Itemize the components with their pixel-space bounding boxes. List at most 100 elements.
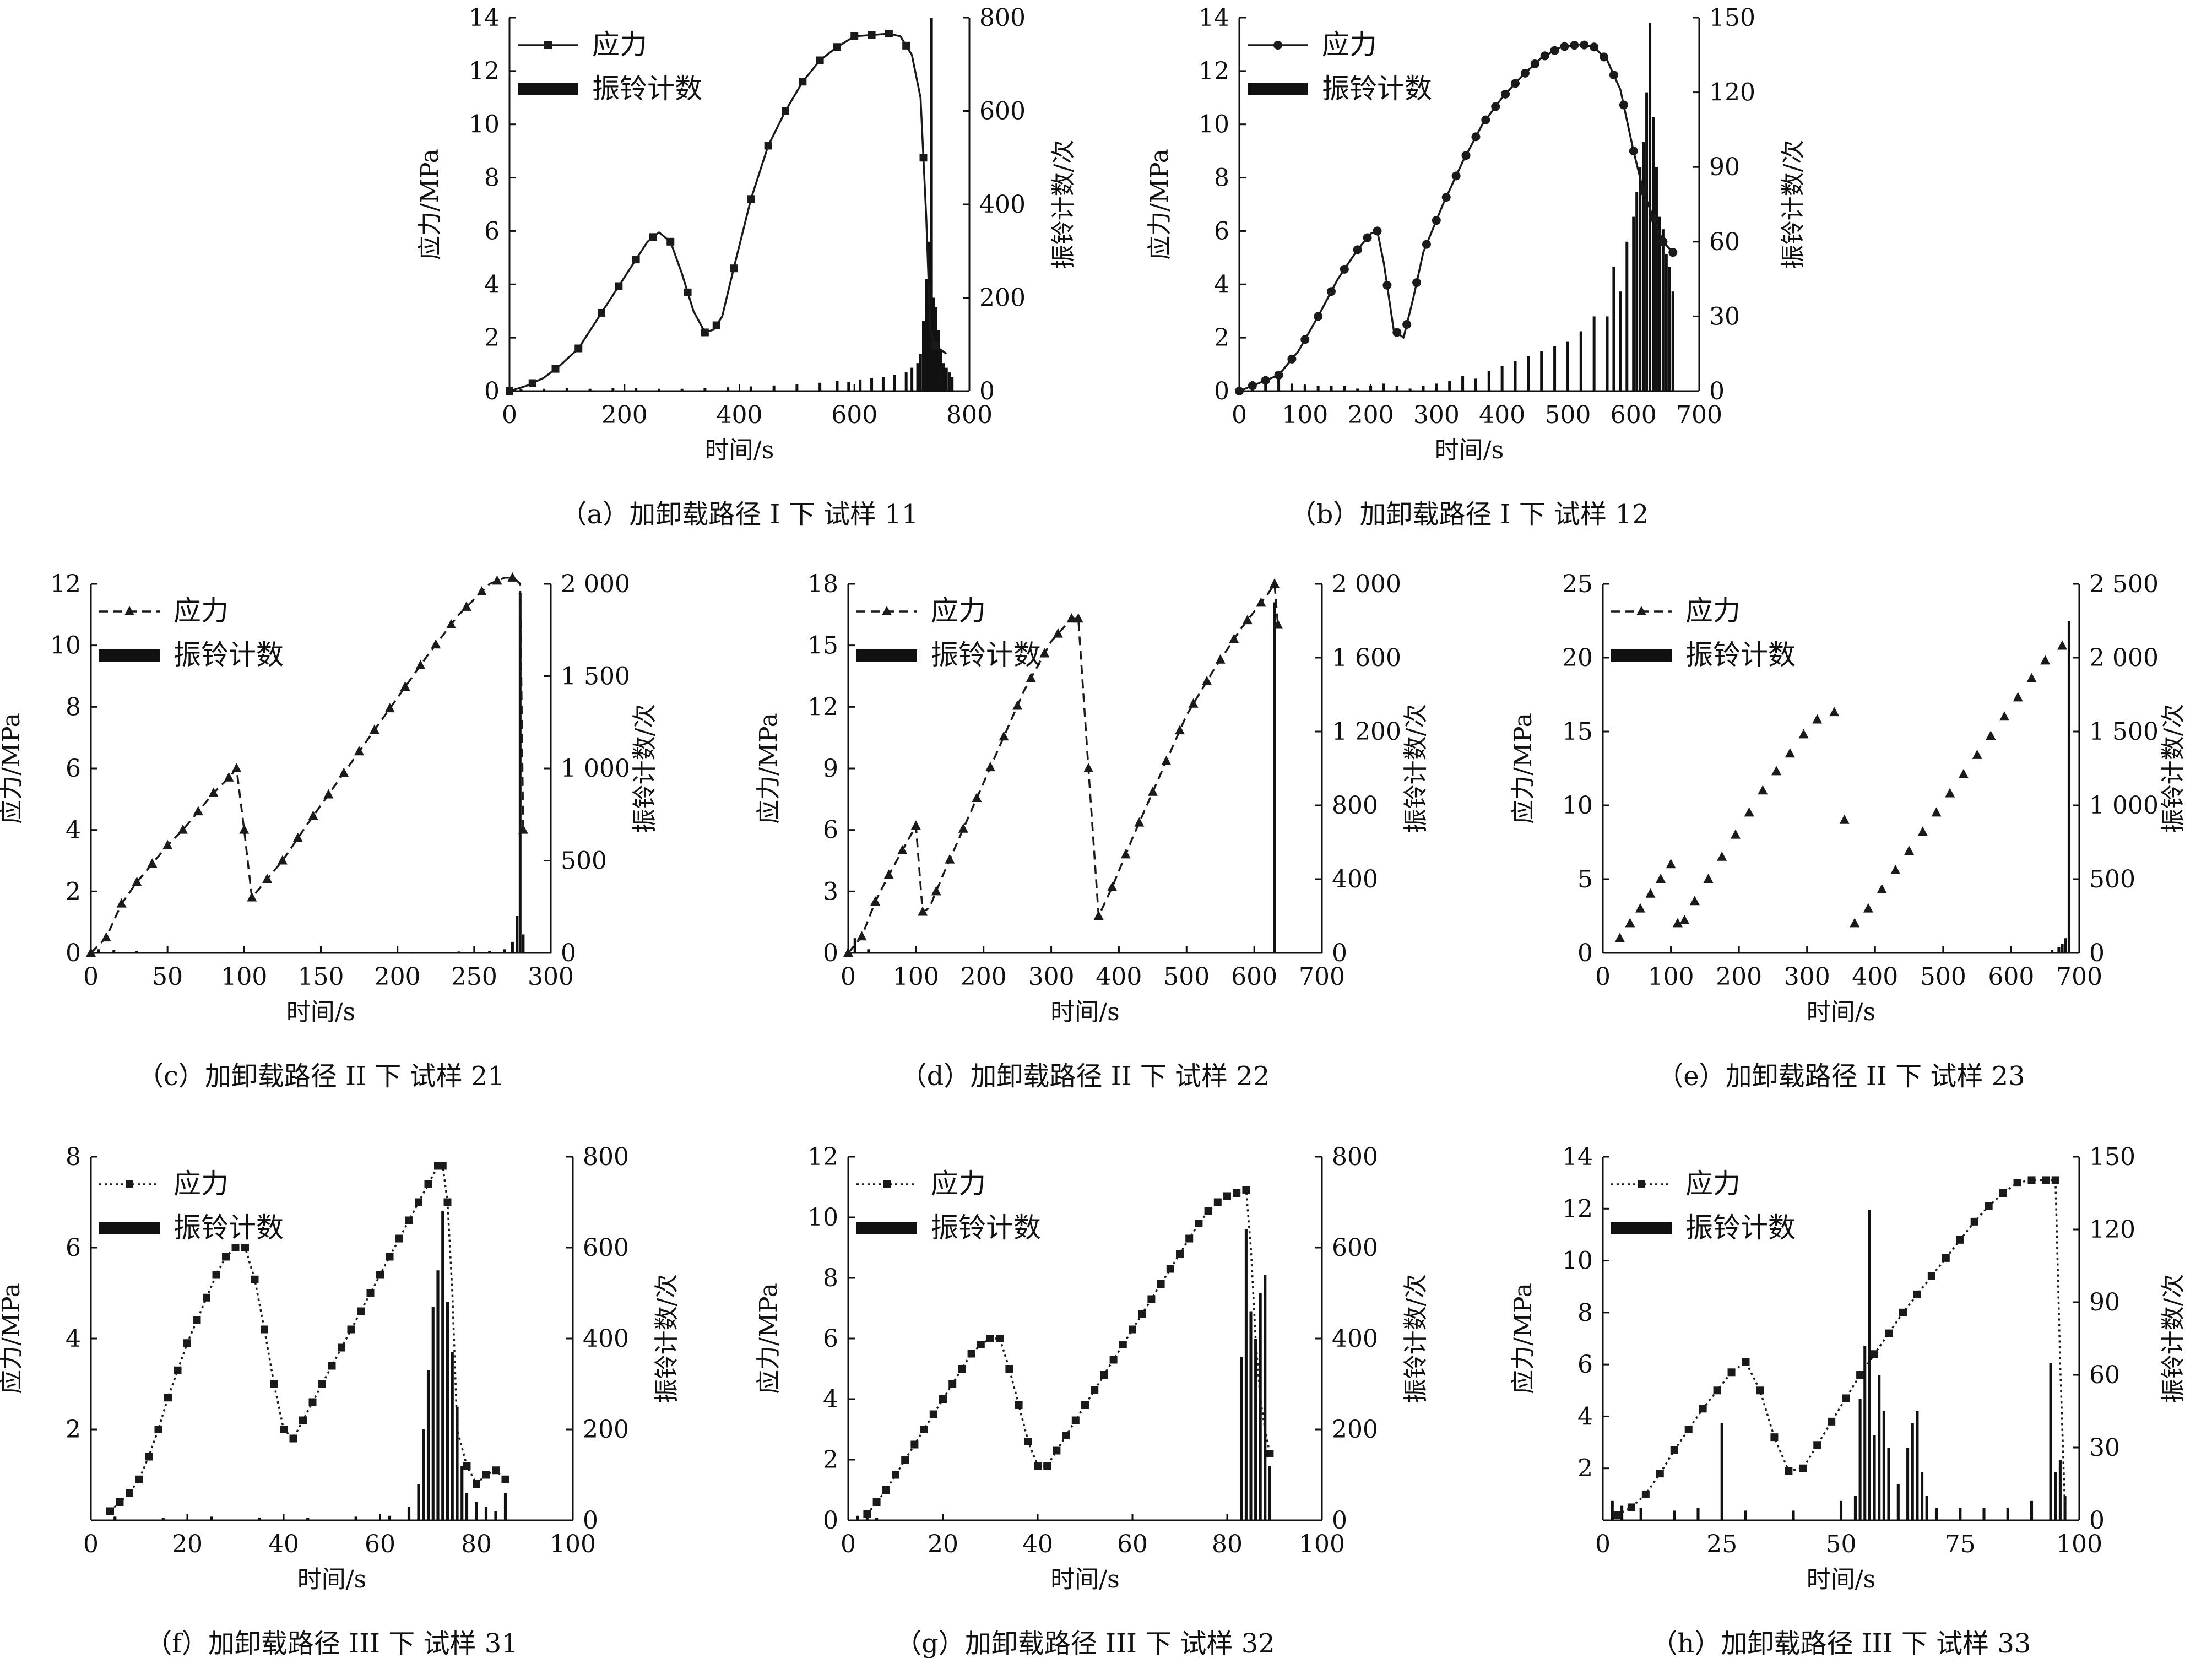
legend-count-swatch	[518, 83, 578, 95]
stress-marker	[816, 56, 824, 64]
ring-count-bar	[1873, 1435, 1876, 1520]
panel-caption: （f）加卸载路径 III 下 试样 31	[145, 1628, 518, 1658]
ring-count-bar	[1566, 341, 1569, 391]
ring-count-bar	[1921, 1472, 1924, 1520]
ring-count-bar	[853, 938, 856, 953]
x-tick-label: 500	[1544, 401, 1591, 429]
ring-count-bar	[422, 1429, 425, 1520]
legend-stress-label: 应力	[931, 595, 986, 627]
stress-marker	[1129, 1325, 1136, 1334]
y-axis-label: 应力/MPa	[0, 1283, 25, 1394]
x-tick-label: 400	[717, 401, 763, 429]
x-tick-label: 0	[841, 1530, 856, 1558]
y-tick-label: 3	[823, 877, 838, 906]
legend-stress-label: 应力	[174, 1168, 229, 1200]
stress-marker	[1970, 1217, 1978, 1226]
stress-marker	[492, 575, 502, 585]
y2-tick-label: 200	[979, 284, 1026, 312]
ring-count-bar	[1896, 1484, 1900, 1520]
ring-count-bar	[1639, 167, 1642, 391]
stress-marker	[1645, 888, 1656, 898]
ring-count-bar	[2064, 938, 2067, 953]
stress-marker	[1625, 918, 1635, 928]
ring-count-bar	[181, 952, 185, 953]
stress-marker	[1956, 1236, 1964, 1244]
y2-tick-label: 1 500	[2089, 718, 2159, 746]
stress-marker	[1890, 864, 1901, 874]
ring-count-bar	[1474, 378, 1477, 391]
ring-count-bar	[818, 382, 822, 391]
y2-tick-label: 200	[583, 1416, 629, 1444]
x-axis-label: 时间/s	[1807, 998, 1875, 1026]
y2-tick-label: 0	[2089, 939, 2105, 967]
y-tick-label: 4	[484, 270, 500, 299]
stress-marker	[1560, 42, 1569, 51]
stress-marker	[1649, 213, 1658, 223]
x-tick-label: 0	[502, 401, 517, 429]
stress-marker	[222, 1253, 230, 1261]
ring-count-bar	[1540, 351, 1543, 391]
y-tick-label: 4	[823, 1385, 838, 1413]
ring-count-bar	[1382, 383, 1385, 391]
stress-marker	[415, 1198, 422, 1206]
ring-count-bar	[910, 367, 914, 391]
stress-marker	[1422, 240, 1431, 249]
stress-marker	[1202, 675, 1212, 685]
y2-tick-label: 400	[1332, 1325, 1378, 1353]
stress-marker	[1656, 1470, 1664, 1478]
stress-marker	[1005, 1365, 1013, 1373]
ring-count-bar	[451, 1352, 454, 1520]
stress-marker	[1195, 1220, 1203, 1227]
ring-count-bar	[1916, 1411, 1919, 1520]
y2-tick-label: 120	[1709, 79, 1755, 107]
stress-marker	[1363, 233, 1372, 242]
ring-count-bar	[113, 1516, 117, 1520]
stress-marker	[1540, 51, 1549, 61]
ring-count-bar	[1500, 366, 1504, 391]
panel-caption: （g）加卸载路径 III 下 试样 32	[895, 1628, 1275, 1658]
stress-marker	[339, 767, 349, 777]
x-tick-label: 400	[1096, 963, 1142, 991]
ring-count-bar	[875, 1518, 879, 1520]
ring-count-bar	[919, 354, 922, 391]
stress-marker	[1829, 707, 1840, 717]
ring-count-bar	[565, 388, 568, 391]
ring-count-bar	[2061, 944, 2064, 953]
stress-marker	[492, 1466, 500, 1475]
stress-marker	[1034, 1462, 1042, 1470]
legend-count-label: 振铃计数	[174, 639, 284, 671]
y-tick-label: 4	[1577, 1402, 1593, 1431]
y2-tick-label: 120	[2089, 1216, 2135, 1244]
stress-marker	[395, 1234, 403, 1243]
ring-count-bar	[2030, 1500, 2034, 1520]
stress-marker	[985, 762, 995, 772]
y-tick-label: 18	[807, 570, 838, 598]
ring-count-bar	[475, 1502, 478, 1520]
stress-marker	[1670, 1446, 1678, 1454]
ring-count-bar	[1934, 1508, 1938, 1520]
stress-marker	[1999, 1189, 2007, 1197]
ring-count-bar	[1303, 386, 1306, 391]
stress-marker	[1770, 1433, 1779, 1442]
legend-count-label: 振铃计数	[1685, 639, 1796, 671]
x-tick-label: 500	[1920, 963, 1966, 991]
stress-marker	[615, 282, 623, 290]
ring-count-bar	[942, 363, 945, 391]
stress-marker	[1758, 785, 1768, 795]
stress-marker	[1842, 1394, 1850, 1402]
ring-count-bar	[1792, 1510, 1795, 1520]
y2-tick-label: 0	[1709, 377, 1725, 405]
stress-marker	[270, 1380, 278, 1388]
x-tick-label: 60	[1117, 1530, 1148, 1558]
ring-count-bar	[1273, 602, 1276, 953]
stress-marker	[1614, 933, 1625, 942]
stress-marker	[1717, 851, 1727, 861]
stress-marker	[1287, 354, 1297, 364]
y-tick-label: 8	[484, 164, 500, 192]
stress-marker	[1658, 237, 1668, 246]
ring-count-bar	[2006, 1508, 2009, 1520]
ring-count-bar	[847, 382, 850, 391]
ring-count-bar	[1330, 386, 1333, 391]
y-tick-label: 6	[66, 1234, 81, 1262]
